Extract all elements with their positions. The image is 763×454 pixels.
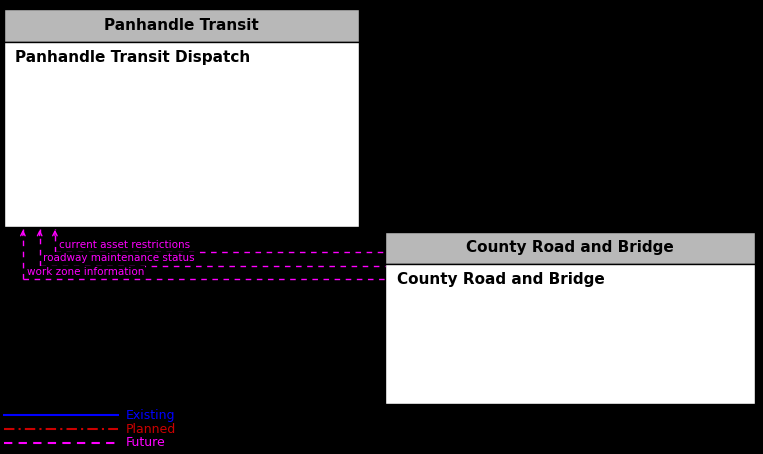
Bar <box>385 264 755 404</box>
Text: County Road and Bridge: County Road and Bridge <box>466 240 674 256</box>
Text: current asset restrictions: current asset restrictions <box>59 240 190 250</box>
Text: Planned: Planned <box>126 423 176 435</box>
Bar <box>4 9 359 42</box>
Text: work zone information: work zone information <box>27 267 144 277</box>
Text: Panhandle Transit Dispatch: Panhandle Transit Dispatch <box>15 50 250 65</box>
Text: County Road and Bridge: County Road and Bridge <box>397 272 604 287</box>
Bar <box>385 232 755 264</box>
Bar <box>4 42 359 227</box>
Text: Future: Future <box>126 436 166 449</box>
Text: Existing: Existing <box>126 409 175 422</box>
Text: roadway maintenance status: roadway maintenance status <box>43 253 195 263</box>
Text: Panhandle Transit: Panhandle Transit <box>104 18 259 33</box>
